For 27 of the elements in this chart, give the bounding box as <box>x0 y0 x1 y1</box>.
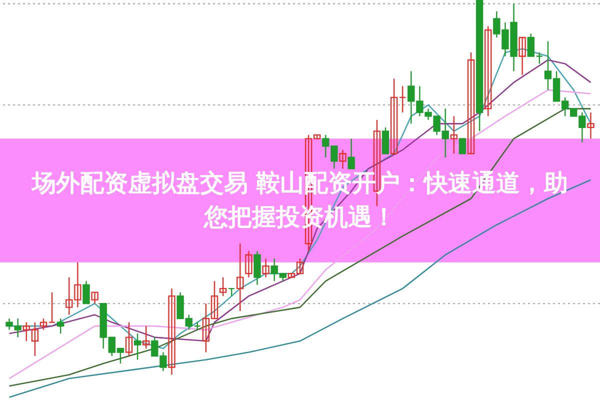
candlestick <box>236 243 244 312</box>
candlestick <box>390 78 398 154</box>
candlestick <box>518 36 526 76</box>
candlestick <box>527 33 534 57</box>
candlestick <box>587 112 594 140</box>
candlestick <box>168 288 176 376</box>
candlestick <box>48 292 56 323</box>
candlestick <box>536 52 544 64</box>
candlestick <box>339 149 346 170</box>
candlestick <box>458 138 466 154</box>
candlestick <box>484 26 492 117</box>
candlestick <box>134 332 142 360</box>
candlestick <box>245 250 252 278</box>
candlestick <box>56 318 64 334</box>
candlestick <box>40 318 48 330</box>
candlestick <box>125 322 133 357</box>
candlestick <box>348 138 355 170</box>
candlestick <box>467 52 475 154</box>
candlestick <box>82 280 90 304</box>
candlestick <box>262 258 270 278</box>
candlestick <box>219 276 227 297</box>
candlestick <box>382 126 390 154</box>
candlestick <box>91 292 98 304</box>
candlestick <box>450 116 458 154</box>
candlestick <box>254 250 261 286</box>
candlestick <box>142 325 150 350</box>
candlestick <box>399 86 406 114</box>
